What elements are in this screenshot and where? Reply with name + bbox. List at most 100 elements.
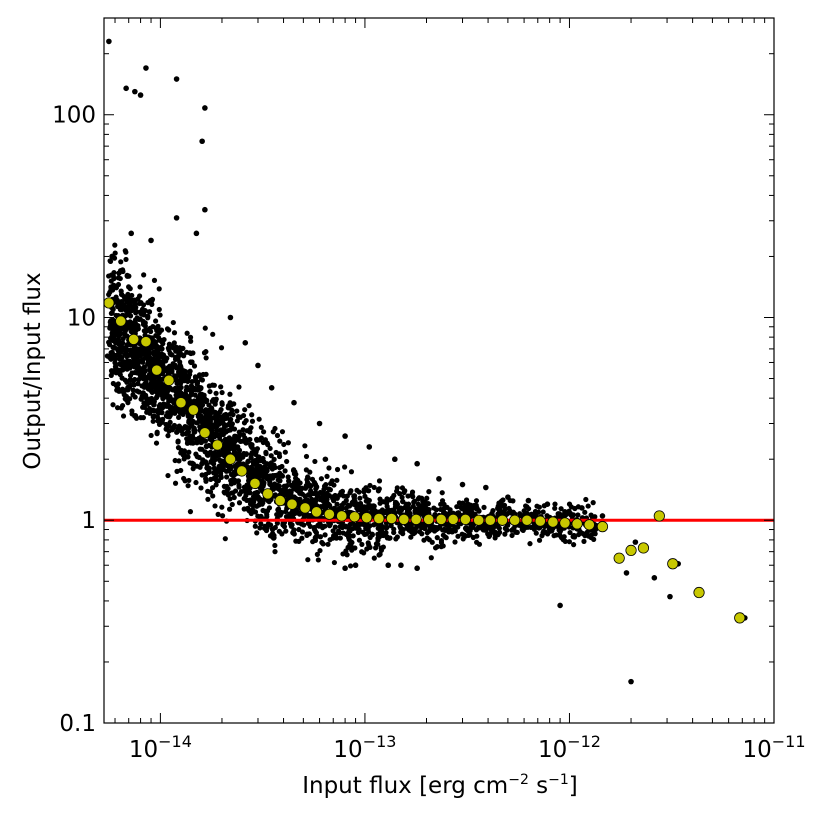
data-point — [159, 346, 165, 352]
data-point — [230, 490, 236, 496]
data-point — [399, 494, 405, 500]
data-point — [151, 352, 157, 358]
data-point — [178, 365, 184, 372]
data-point — [274, 520, 280, 526]
data-point — [312, 528, 318, 534]
data-point — [148, 360, 154, 366]
data-point — [187, 509, 194, 515]
data-point — [414, 565, 420, 572]
data-point — [313, 486, 319, 492]
data-point — [254, 530, 260, 536]
data-point — [400, 498, 406, 505]
data-point — [282, 508, 289, 515]
data-point — [209, 485, 216, 491]
data-point — [498, 499, 504, 505]
median-point — [625, 544, 637, 557]
data-point — [558, 506, 564, 512]
data-point — [396, 506, 402, 512]
data-point — [327, 487, 333, 493]
data-point — [210, 331, 216, 337]
data-point — [136, 376, 142, 383]
data-point — [141, 364, 147, 370]
data-point — [245, 437, 251, 443]
data-point — [394, 488, 400, 494]
data-point — [459, 481, 466, 488]
data-point — [599, 513, 606, 519]
data-point — [234, 408, 240, 414]
data-point — [190, 350, 196, 356]
data-point — [127, 382, 134, 388]
data-point — [405, 493, 411, 499]
data-point — [463, 525, 469, 531]
data-point — [141, 400, 147, 406]
median-point — [653, 510, 665, 522]
data-point — [304, 483, 311, 489]
median-point — [286, 498, 298, 510]
data-point — [324, 473, 330, 479]
data-point — [351, 495, 357, 501]
data-point — [207, 435, 213, 441]
data-point — [280, 520, 286, 526]
median-point — [262, 488, 274, 500]
data-point — [107, 342, 113, 348]
data-point — [188, 338, 194, 344]
data-point — [557, 602, 563, 609]
data-point — [323, 481, 329, 488]
data-point — [582, 509, 588, 515]
data-point — [299, 529, 306, 535]
data-point — [231, 438, 238, 444]
data-point — [231, 472, 237, 479]
data-point — [156, 286, 162, 292]
median-point — [583, 519, 595, 531]
data-point — [193, 375, 199, 382]
data-point — [463, 497, 470, 503]
data-point — [307, 492, 313, 498]
data-point — [226, 506, 233, 512]
data-point — [380, 524, 386, 531]
data-point — [264, 468, 270, 474]
data-point — [561, 534, 567, 540]
data-point — [285, 474, 291, 480]
data-point — [216, 463, 222, 469]
data-point — [440, 527, 446, 533]
data-point — [140, 302, 147, 308]
data-point — [181, 451, 187, 457]
data-point — [354, 487, 360, 493]
data-point — [236, 447, 243, 453]
data-point — [211, 415, 217, 421]
median-point — [547, 516, 559, 528]
data-point — [462, 509, 468, 515]
data-point — [356, 505, 363, 512]
data-point — [219, 504, 225, 510]
data-point — [181, 475, 187, 482]
data-point — [122, 248, 128, 254]
data-point — [243, 451, 249, 457]
data-point — [552, 501, 558, 507]
data-point — [151, 277, 158, 283]
data-point — [342, 565, 348, 572]
data-point — [203, 371, 209, 377]
data-point — [203, 349, 209, 355]
data-point — [172, 480, 179, 486]
data-point — [341, 500, 347, 506]
data-point — [189, 460, 195, 466]
data-point — [163, 421, 169, 428]
data-point — [534, 503, 540, 509]
median-point — [509, 514, 521, 526]
data-point — [240, 454, 246, 460]
data-point — [525, 524, 531, 530]
data-point — [176, 423, 182, 429]
data-point — [227, 411, 233, 417]
data-point — [404, 525, 410, 531]
data-point — [244, 506, 250, 512]
data-point — [229, 501, 235, 508]
data-point — [208, 421, 214, 427]
data-point — [236, 384, 242, 390]
data-point — [371, 484, 377, 491]
data-point — [114, 405, 121, 411]
data-point — [441, 506, 447, 512]
data-point — [176, 351, 182, 358]
data-point — [361, 489, 367, 495]
data-point — [333, 535, 340, 541]
data-point — [314, 492, 320, 499]
